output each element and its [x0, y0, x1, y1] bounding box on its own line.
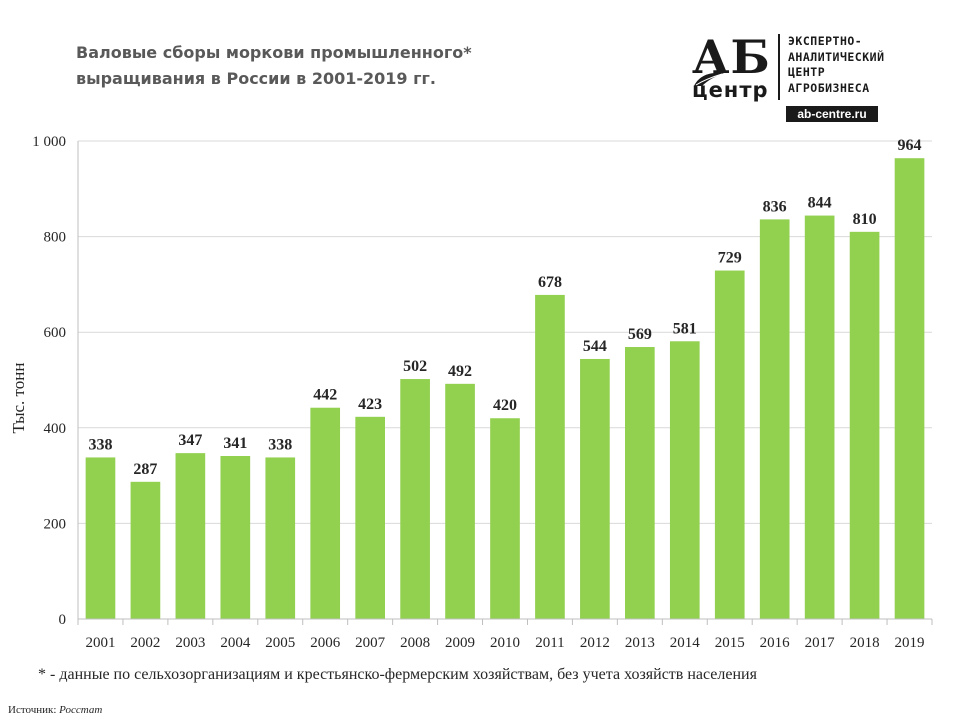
y-axis-ticks: 0 200 400 600 800 1 000 [32, 134, 66, 628]
footnote: * - данные по сельхозорганизациям и крес… [38, 666, 757, 683]
value-label-2007: 423 [358, 396, 382, 413]
logo-divider [778, 34, 780, 100]
x-tick-label-2002: 2002 [130, 635, 160, 651]
bar-2012 [580, 358, 610, 619]
value-label-2001: 338 [88, 436, 112, 453]
x-tick-label-2001: 2001 [85, 635, 115, 651]
x-tick-label-2018: 2018 [850, 635, 880, 651]
bar-2018 [849, 231, 880, 619]
value-label-2004: 341 [223, 435, 247, 452]
value-label-2008: 502 [403, 358, 427, 375]
bar-2003 [175, 453, 206, 619]
bar-2009 [445, 383, 475, 619]
x-tick-label-2004: 2004 [220, 635, 251, 651]
x-tick-label-2016: 2016 [760, 635, 791, 651]
x-tick-label-2015: 2015 [715, 635, 745, 651]
bar-2002 [130, 481, 161, 619]
x-axis-ticks: 2001 2002 2003 2004 2005 2006 2007 2008 2009 2010… [77, 619, 933, 651]
value-labels: 338 287 347 341 338 442 423 502 492 420 678 544 569 5… [88, 137, 921, 478]
logo-caption-line-3: ЦЕНТР [788, 65, 826, 79]
chart-title-line-1: Валовые сборы моркови промышленного* [76, 43, 472, 62]
x-tick-label-2011: 2011 [535, 635, 564, 651]
logo-caption-line-1: ЭКСПЕРТНО- [788, 34, 863, 48]
bar-2016 [759, 219, 790, 619]
source-label: Источник: [8, 704, 57, 716]
leaf-icon [694, 72, 724, 86]
x-tick-label-2009: 2009 [445, 635, 475, 651]
x-tick-label-2006: 2006 [310, 635, 341, 651]
bar-2015 [714, 270, 745, 619]
source-value: Росстат [59, 704, 103, 716]
y-axis-label: Тыс. тонн [9, 363, 28, 434]
y-tick-label: 400 [44, 421, 67, 437]
x-tick-label-2017: 2017 [805, 635, 836, 651]
logo-caption-line-2: АНАЛИТИЧЕСКИЙ [788, 49, 885, 64]
value-label-2012: 544 [583, 338, 607, 355]
value-label-2006: 442 [313, 387, 337, 404]
value-label-2017: 844 [808, 195, 832, 212]
logo-caption: ЭКСПЕРТНО- АНАЛИТИЧЕСКИЙ ЦЕНТР АГРОБИЗНЕ… [788, 34, 938, 96]
value-label-2013: 569 [628, 326, 652, 343]
y-tick-label: 600 [44, 325, 67, 341]
x-tick-label-2007: 2007 [355, 635, 386, 651]
value-label-2003: 347 [178, 432, 202, 449]
chart-title: Валовые сборы моркови промышленного* выр… [76, 40, 596, 92]
bar-2014 [669, 341, 700, 619]
bar-2010 [490, 418, 520, 619]
bar-2013 [625, 347, 655, 619]
logo-letters: АБ [692, 30, 771, 84]
chart-title-line-2: выращивания в России в 2001-2019 гг. [76, 69, 436, 88]
bar-2005 [265, 457, 296, 619]
bar-2017 [804, 215, 835, 619]
x-tick-label-2008: 2008 [400, 635, 430, 651]
bar-2001 [85, 457, 116, 619]
logo-website: ab-centre.ru [786, 106, 878, 122]
value-label-2016: 836 [763, 198, 787, 215]
bar-2007 [355, 416, 385, 619]
axes [77, 141, 932, 620]
value-label-2019: 964 [898, 137, 922, 154]
bar-2006 [310, 407, 341, 619]
x-tick-label-2012: 2012 [580, 635, 610, 651]
value-label-2015: 729 [718, 250, 742, 267]
ab-centre-logo: АБ центр ЭКСПЕРТНО- АНАЛИТИЧЕСКИЙ ЦЕНТР … [692, 32, 932, 124]
logo-caption-line-4: АГРОБИЗНЕСА [788, 80, 870, 95]
y-tick-label: 200 [44, 516, 67, 532]
bars [85, 158, 925, 619]
x-tick-label-2019: 2019 [895, 635, 925, 651]
value-label-2018: 810 [853, 211, 877, 228]
value-label-2002: 287 [133, 461, 157, 478]
x-tick-label-2014: 2014 [670, 635, 701, 651]
logo-word: центр [692, 78, 769, 102]
y-tick-label: 0 [59, 612, 67, 628]
value-label-2010: 420 [493, 397, 517, 414]
value-label-2005: 338 [268, 436, 292, 453]
bar-2011 [535, 294, 565, 619]
bar-2019 [894, 158, 925, 619]
bar-2004 [220, 456, 251, 619]
y-tick-label: 1 000 [32, 134, 66, 150]
x-tick-label-2013: 2013 [625, 635, 655, 651]
y-tick-label: 800 [44, 230, 67, 246]
source-note: Источник: Росстат [8, 704, 308, 720]
x-tick-label-2005: 2005 [265, 635, 295, 651]
x-tick-label-2003: 2003 [175, 635, 205, 651]
bar-2008 [400, 379, 430, 619]
value-label-2009: 492 [448, 363, 472, 380]
value-label-2011: 678 [538, 274, 562, 291]
x-tick-label-2010: 2010 [490, 635, 520, 651]
value-label-2014: 581 [673, 320, 697, 337]
